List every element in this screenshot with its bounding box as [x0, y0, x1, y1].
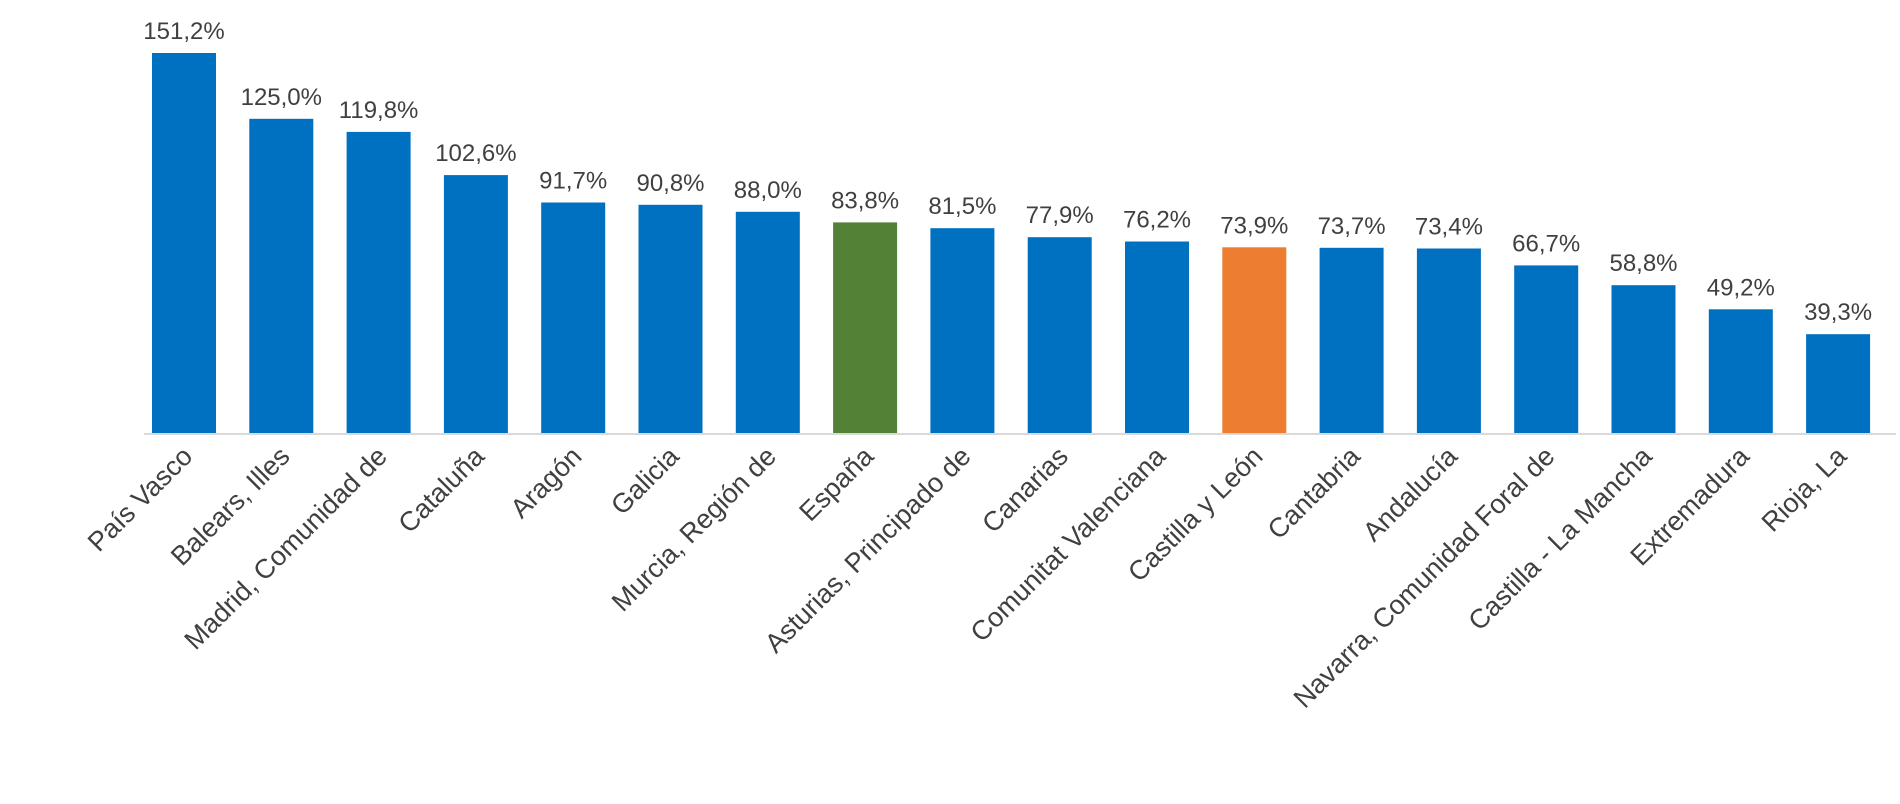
category-label-aragon: Aragón: [505, 441, 588, 524]
value-label-castilla-y-leon: 73,9%: [1220, 212, 1288, 239]
category-label-espana: España: [793, 440, 880, 527]
category-label-rioja-la: Rioja, La: [1756, 440, 1853, 537]
bar-andalucia: [1416, 248, 1481, 433]
value-label-pais-vasco: 151,2%: [143, 18, 224, 45]
value-label-cantabria: 73,7%: [1318, 213, 1386, 240]
value-label-asturias-principado-de: 81,5%: [928, 193, 996, 220]
category-label-murcia-region-de: Murcia, Región de: [606, 441, 782, 617]
bar-rioja-la: [1806, 334, 1871, 433]
category-label-galicia: Galicia: [605, 440, 685, 520]
value-label-extremadura: 49,2%: [1707, 274, 1775, 301]
value-label-balears-illes: 125,0%: [241, 84, 322, 111]
bar-castilla-y-leon: [1222, 247, 1287, 433]
bar-madrid-comunidad-de: [346, 131, 411, 433]
bar-espana: [833, 222, 898, 433]
bar-castilla-la-mancha: [1611, 285, 1676, 433]
value-label-aragon: 91,7%: [539, 168, 607, 195]
value-label-cataluna: 102,6%: [435, 140, 516, 167]
value-label-navarra-comunidad-foral-de: 66,7%: [1512, 230, 1580, 257]
category-label-castilla-la-mancha: Castilla - La Mancha: [1462, 440, 1658, 636]
bar-aragon: [541, 202, 606, 433]
bar-extremadura: [1708, 309, 1773, 433]
bar-navarra-comunidad-foral-de: [1514, 265, 1579, 433]
value-label-comunitat-valenciana: 76,2%: [1123, 207, 1191, 234]
category-label-cataluna: Cataluña: [392, 440, 490, 538]
category-label-cantabria: Cantabria: [1262, 440, 1367, 545]
bar-balears-illes: [249, 118, 314, 434]
category-label-canarias: Canarias: [976, 441, 1074, 539]
bar-canarias: [1027, 237, 1092, 433]
value-label-rioja-la: 39,3%: [1804, 299, 1872, 326]
value-label-andalucia: 73,4%: [1415, 214, 1483, 241]
category-label-madrid-comunidad-de: Madrid, Comunidad de: [178, 441, 392, 655]
bar-cataluna: [443, 175, 508, 433]
value-label-espana: 83,8%: [831, 187, 899, 214]
bar-asturias-principado-de: [930, 228, 995, 433]
value-labels-group: 151,2% 125,0% 119,8% 102,6% 91,7% 90,8% 88,0% 8…: [143, 18, 1872, 326]
value-label-galicia: 90,8%: [636, 170, 704, 197]
bar-cantabria: [1319, 247, 1384, 433]
bar-comunitat-valenciana: [1125, 241, 1189, 433]
value-label-murcia-region-de: 88,0%: [734, 177, 802, 204]
bar-pais-vasco: [152, 53, 216, 433]
value-label-castilla-la-mancha: 58,8%: [1609, 250, 1677, 277]
bar-murcia-region-de: [735, 211, 800, 433]
value-label-canarias: 77,9%: [1026, 202, 1094, 229]
value-label-madrid-comunidad-de: 119,8%: [339, 97, 419, 124]
bar-galicia: [638, 204, 703, 433]
category-label-comunitat-valenciana: Comunitat Valenciana: [965, 440, 1172, 647]
bars-group: [152, 53, 1871, 434]
